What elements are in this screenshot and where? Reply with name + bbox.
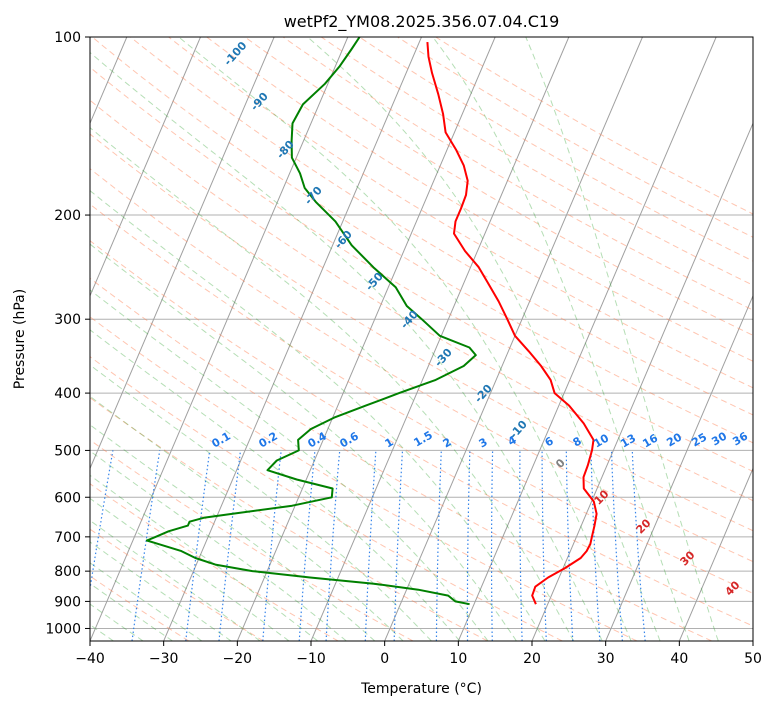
x-tick-label: 20 [523, 651, 541, 667]
moist-adiabat-line [90, 364, 432, 641]
x-tick-label: 50 [744, 651, 762, 667]
y-tick-label: 1000 [45, 621, 81, 637]
moist-adiabat-line [90, 474, 319, 641]
isotherm-line [90, 37, 349, 641]
moist-adiabat-line [90, 541, 232, 641]
dry-adiabat-line [90, 483, 339, 641]
x-tick-label: 30 [597, 651, 615, 667]
dry-adiabat-line [90, 240, 753, 627]
mixing-ratio-line [262, 450, 282, 641]
isotherm-line [163, 37, 422, 641]
y-tick-label: 400 [54, 386, 81, 402]
isotherm-line [90, 37, 275, 470]
grid-layer [90, 37, 753, 641]
moist-adiabat-line [90, 519, 261, 641]
dry-adiabat-line [90, 203, 753, 594]
dewpoint-profile-line [145, 37, 477, 606]
dry-adiabat-line [90, 133, 753, 532]
x-tick-label: −40 [75, 651, 105, 667]
chart-title: wetPf2_YM08.2025.356.07.04.C19 [284, 12, 560, 32]
dry-adiabat-line [91, 37, 753, 444]
temperature-profile-line [426, 42, 598, 605]
moist-adiabat-line [90, 424, 376, 641]
series-layer [145, 37, 598, 606]
moist-adiabat-line [90, 289, 489, 641]
y-tick-label: 100 [54, 30, 81, 46]
y-tick-label: 600 [54, 490, 81, 506]
mixing-ratio-line [185, 450, 211, 641]
dry-adiabat-line [90, 168, 753, 563]
isotherm-line [384, 37, 643, 641]
moist-adiabat-line [90, 243, 517, 641]
isotherm-line [678, 467, 753, 641]
dry-adiabat-line [90, 66, 753, 472]
moist-adiabat-line [525, 37, 719, 641]
x-tick-label: 0 [380, 651, 389, 667]
isotherm-line [605, 294, 753, 641]
x-axis-label: Temperature (°C) [360, 681, 482, 697]
dry-adiabat-line [130, 37, 753, 416]
moist-adiabat-line [90, 51, 603, 641]
y-tick-label: 700 [54, 530, 81, 546]
y-axis-label: Pressure (hPa) [12, 289, 28, 389]
mixing-ratio-line [218, 450, 242, 641]
moist-adiabat-line [432, 37, 690, 641]
moist-adiabat-line [90, 497, 290, 641]
moist-adiabat-line [178, 37, 632, 641]
y-tick-label: 500 [54, 443, 81, 459]
isotherm-line [531, 122, 753, 641]
x-tick-label: −10 [296, 651, 326, 667]
y-tick-label: 900 [54, 594, 81, 610]
moist-adiabat-line [90, 582, 173, 641]
moist-adiabat-line [90, 127, 575, 641]
y-tick-label: 800 [54, 564, 81, 580]
plot-frame [89, 36, 754, 642]
mixing-ratio-line [131, 450, 161, 641]
moist-adiabat-line [90, 562, 203, 641]
isotherm-line [310, 37, 570, 641]
isotherm-line [236, 37, 496, 641]
isotherm-line [90, 37, 201, 298]
moist-adiabat-line [90, 395, 404, 641]
dry-adiabat-line [90, 99, 753, 502]
dry-adiabat-line [168, 37, 753, 389]
moist-adiabat-line [90, 329, 461, 641]
isotherm-line [457, 37, 717, 641]
dry-adiabat-line [90, 316, 638, 641]
mixing-ratio-line [90, 450, 114, 593]
y-tick-label: 200 [54, 208, 81, 224]
moist-adiabat-line [307, 37, 661, 641]
x-tick-label: 40 [670, 651, 688, 667]
y-tick-label: 300 [54, 312, 81, 328]
dry-adiabat-line [90, 439, 414, 641]
axis-layer: −40 −30 −20 −10 0 10 20 30 40 50 100 200 300 400 500 60… [45, 30, 762, 667]
dry-adiabat-line [90, 356, 563, 641]
x-tick-label: 10 [449, 651, 467, 667]
dry-adiabat-line [206, 37, 753, 362]
x-tick-label: −20 [223, 651, 253, 667]
x-tick-label: −30 [149, 651, 179, 667]
